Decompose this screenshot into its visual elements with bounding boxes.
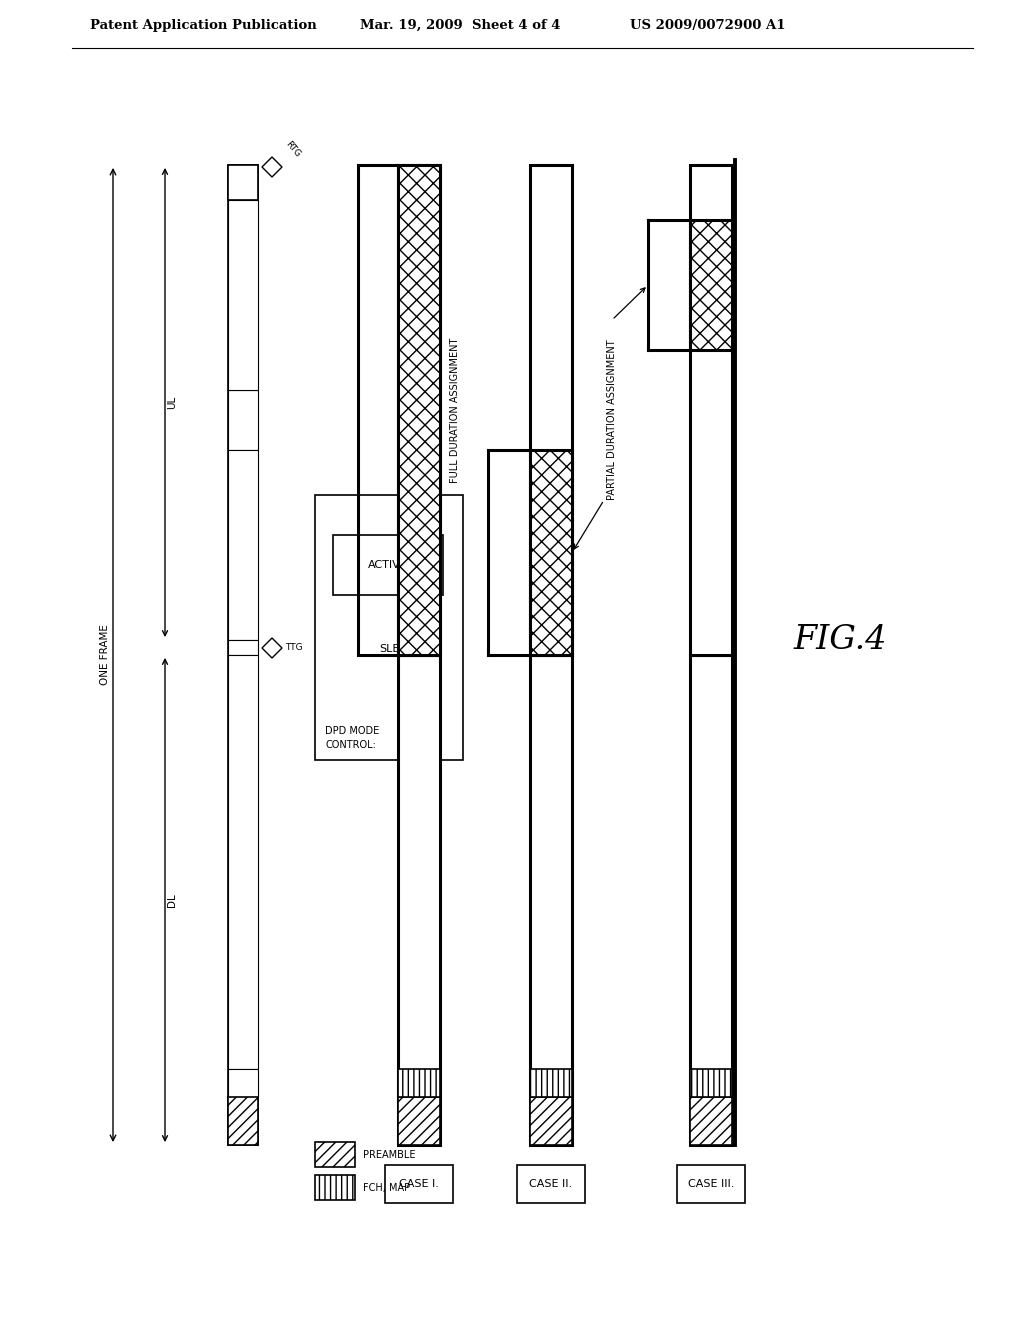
Text: RTG: RTG (284, 140, 302, 158)
Text: PARTIAL DURATION ASSIGNMENT: PARTIAL DURATION ASSIGNMENT (607, 339, 617, 500)
Bar (228, 201, 258, 389)
Bar (530, 655, 572, 1144)
Bar (398, 165, 440, 655)
Bar (228, 389, 258, 450)
Text: CASE III.: CASE III. (688, 1179, 734, 1189)
Text: US 2009/0072900 A1: US 2009/0072900 A1 (630, 18, 785, 32)
Text: ONE FRAME: ONE FRAME (100, 624, 110, 685)
Bar (398, 1069, 440, 1097)
Bar (228, 450, 258, 640)
Text: ACTIVE: ACTIVE (368, 560, 408, 570)
Bar (398, 1097, 440, 1144)
Bar (385, 1166, 453, 1203)
Bar (398, 165, 440, 655)
Bar (228, 165, 258, 201)
Text: FULL DURATION ASSIGNMENT: FULL DURATION ASSIGNMENT (450, 338, 460, 483)
Text: SLEEP: SLEEP (379, 644, 414, 653)
Bar (315, 1142, 355, 1167)
Bar (315, 495, 463, 760)
Text: DPD MODE
CONTROL:: DPD MODE CONTROL: (325, 726, 379, 750)
Text: TTG: TTG (285, 644, 303, 652)
Text: FIG.4: FIG.4 (794, 624, 887, 656)
Bar (530, 165, 572, 655)
Bar (690, 220, 732, 350)
Text: UL: UL (167, 396, 177, 409)
Bar (690, 1097, 732, 1144)
Bar (398, 655, 440, 1144)
Text: PREAMBLE: PREAMBLE (362, 1150, 416, 1159)
Bar (677, 1166, 745, 1203)
Bar (690, 1069, 732, 1097)
Bar (228, 640, 258, 655)
Text: DL: DL (167, 894, 177, 907)
Text: CASE I.: CASE I. (399, 1179, 439, 1189)
Bar (333, 535, 443, 595)
Polygon shape (262, 157, 282, 177)
Polygon shape (262, 638, 282, 657)
Bar (228, 1069, 258, 1097)
Bar (530, 1097, 572, 1144)
Bar (690, 655, 732, 1144)
Bar (690, 165, 732, 655)
Bar (315, 1175, 355, 1200)
Bar (517, 1166, 585, 1203)
Bar (530, 1069, 572, 1097)
Bar (530, 450, 572, 655)
Text: FCH, MAP: FCH, MAP (362, 1183, 411, 1192)
Text: Patent Application Publication: Patent Application Publication (90, 18, 316, 32)
Text: Mar. 19, 2009  Sheet 4 of 4: Mar. 19, 2009 Sheet 4 of 4 (360, 18, 560, 32)
Bar (228, 655, 258, 1069)
Text: CASE II.: CASE II. (529, 1179, 572, 1189)
Bar (228, 165, 258, 1144)
Bar (228, 1097, 258, 1144)
